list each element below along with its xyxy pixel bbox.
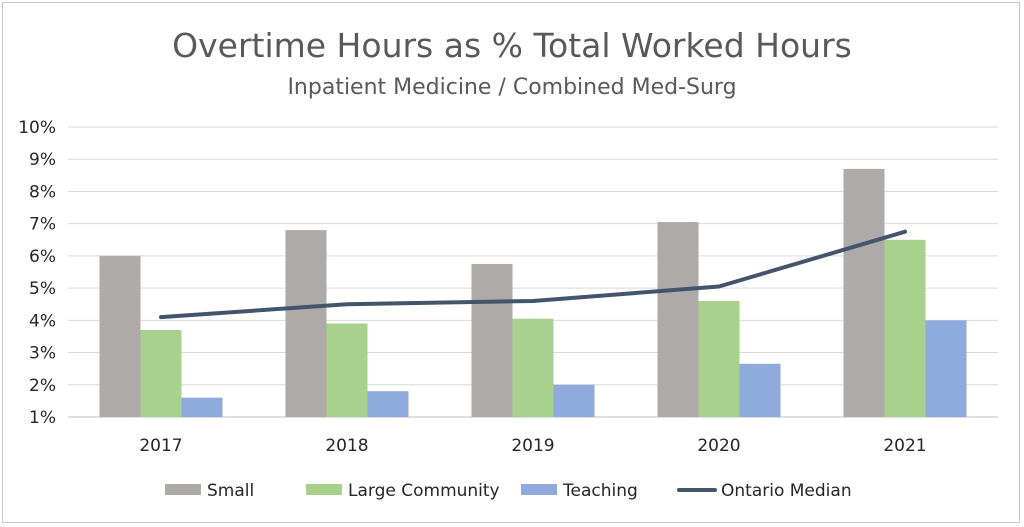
legend-swatch-teaching (521, 484, 557, 495)
bar-large-community (326, 323, 368, 417)
bar-large-community (884, 239, 926, 417)
bar-large-community (512, 318, 554, 417)
median-line (159, 229, 907, 320)
bar-teaching (553, 384, 595, 417)
chart-title: Overtime Hours as % Total Worked Hours (172, 26, 852, 65)
legend-label-teaching: Teaching (562, 481, 638, 501)
x-tick-label: 2021 (883, 436, 926, 456)
bar-small (657, 222, 699, 417)
gridlines (68, 126, 998, 418)
legend-label-large-community: Large Community (348, 481, 500, 501)
y-tick-label: 4% (29, 311, 56, 331)
legend: Small Large Community Teaching Ontario Medi… (165, 481, 852, 501)
y-axis-ticks: 1% 2% 3% 4% 5% 6% 7% 8% 9% 10% (18, 118, 56, 428)
x-tick-label: 2020 (697, 436, 740, 456)
y-tick-label: 8% (29, 182, 56, 202)
x-tick-label: 2018 (325, 436, 368, 456)
y-tick-label: 3% (29, 344, 56, 364)
legend-label-ontario-median: Ontario Median (721, 481, 852, 501)
x-axis-ticks: 2017 2018 2019 2020 2021 (139, 436, 926, 456)
bar-teaching (739, 363, 781, 417)
bar-small (285, 230, 327, 417)
legend-swatch-small (165, 484, 201, 495)
x-tick-label: 2017 (139, 436, 182, 456)
bar-large-community (140, 330, 182, 417)
bars (99, 168, 967, 417)
bar-teaching (925, 320, 967, 417)
bar-large-community (698, 301, 740, 417)
line-ontario-median (159, 229, 907, 320)
y-tick-label: 5% (29, 279, 56, 299)
bar-small (99, 255, 141, 417)
y-tick-label: 10% (18, 118, 56, 138)
bar-teaching (181, 397, 223, 417)
y-tick-label: 2% (29, 376, 56, 396)
legend-label-small: Small (207, 481, 254, 501)
y-tick-label: 6% (29, 247, 56, 267)
chart-subtitle: Inpatient Medicine / Combined Med-Surg (287, 75, 736, 100)
bar-teaching (367, 391, 409, 417)
legend-swatch-large-community (306, 484, 342, 495)
y-tick-label: 7% (29, 215, 56, 235)
bar-small (843, 168, 885, 417)
bar-small (471, 263, 513, 417)
y-tick-label: 1% (29, 408, 56, 428)
y-tick-label: 9% (29, 150, 56, 170)
x-tick-label: 2019 (511, 436, 554, 456)
